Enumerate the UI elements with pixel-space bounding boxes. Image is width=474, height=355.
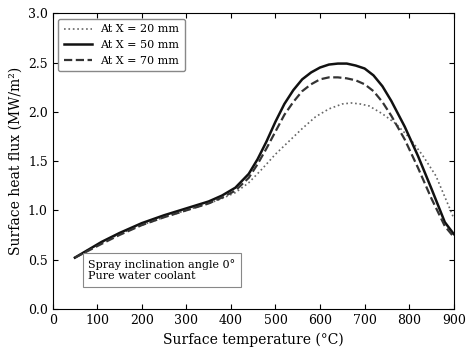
At X = 50 mm [85,248,91,252]
At X = 20 mm [219,196,225,201]
At X = 50 mm [380,84,385,88]
At X = 50 mm [219,193,225,198]
At X = 70 mm [308,82,314,86]
At X = 20 mm [339,102,345,106]
At X = 50 mm [183,206,189,211]
At X = 70 mm [402,137,408,142]
At X = 20 mm [300,126,305,131]
At X = 70 mm [442,224,447,228]
At X = 50 mm [206,200,211,204]
At X = 50 mm [326,62,332,67]
At X = 70 mm [255,162,261,166]
At X = 70 mm [264,146,269,151]
At X = 70 mm [85,248,91,253]
At X = 70 mm [451,235,456,239]
At X = 70 mm [183,208,189,213]
At X = 20 mm [161,215,167,219]
At X = 70 mm [139,223,145,227]
At X = 50 mm [335,61,341,66]
At X = 50 mm [264,139,269,143]
At X = 50 mm [402,125,408,129]
At X = 50 mm [282,102,287,106]
At X = 20 mm [117,232,122,236]
At X = 50 mm [353,64,358,68]
At X = 20 mm [406,135,412,140]
At X = 20 mm [139,223,145,227]
Line: At X = 70 mm: At X = 70 mm [75,77,454,258]
At X = 20 mm [419,153,425,157]
At X = 70 mm [326,75,332,80]
Text: Spray inclination angle 0°
Pure water coolant: Spray inclination angle 0° Pure water co… [88,259,236,281]
Y-axis label: Surface heat flux (MW/m²): Surface heat flux (MW/m²) [9,67,22,255]
At X = 20 mm [259,167,265,171]
At X = 50 mm [291,88,296,92]
At X = 20 mm [206,201,211,206]
Line: At X = 20 mm: At X = 20 mm [75,103,454,258]
At X = 20 mm [246,181,252,185]
At X = 20 mm [72,256,78,260]
At X = 50 mm [233,186,238,190]
At X = 50 mm [161,213,167,217]
At X = 50 mm [117,231,122,235]
At X = 50 mm [300,77,305,81]
At X = 20 mm [99,241,104,245]
At X = 70 mm [161,215,167,219]
At X = 70 mm [72,256,78,260]
At X = 20 mm [233,191,238,195]
At X = 70 mm [117,233,122,237]
At X = 70 mm [300,89,305,93]
At X = 70 mm [206,201,211,206]
At X = 70 mm [415,166,421,170]
At X = 20 mm [183,208,189,213]
At X = 50 mm [344,61,350,66]
At X = 70 mm [428,196,434,201]
At X = 50 mm [139,221,145,225]
At X = 50 mm [99,240,104,244]
At X = 20 mm [366,104,372,108]
At X = 20 mm [85,248,91,252]
At X = 50 mm [308,70,314,75]
At X = 50 mm [442,220,447,224]
At X = 70 mm [353,78,358,82]
At X = 70 mm [317,77,323,81]
At X = 20 mm [273,152,278,156]
At X = 70 mm [219,195,225,200]
At X = 20 mm [433,174,439,178]
At X = 70 mm [273,130,278,134]
At X = 50 mm [451,232,456,236]
At X = 50 mm [362,66,367,71]
At X = 50 mm [255,157,261,161]
At X = 50 mm [317,65,323,70]
At X = 20 mm [357,102,363,106]
At X = 20 mm [393,121,399,126]
Legend: At X = 20 mm, At X = 50 mm, At X = 70 mm: At X = 20 mm, At X = 50 mm, At X = 70 mm [58,19,185,71]
At X = 70 mm [233,189,238,193]
At X = 20 mm [451,216,456,220]
At X = 50 mm [428,186,434,191]
At X = 50 mm [389,99,394,103]
At X = 20 mm [326,107,332,111]
At X = 70 mm [344,76,350,81]
At X = 70 mm [335,75,341,80]
At X = 20 mm [286,139,292,143]
At X = 70 mm [291,100,296,104]
At X = 20 mm [348,101,354,105]
X-axis label: Surface temperature (°C): Surface temperature (°C) [163,332,344,347]
At X = 70 mm [99,242,104,246]
At X = 70 mm [246,176,252,180]
Line: At X = 50 mm: At X = 50 mm [75,64,454,258]
At X = 70 mm [282,113,287,117]
At X = 20 mm [447,205,452,209]
At X = 50 mm [246,172,252,176]
At X = 70 mm [362,82,367,86]
At X = 50 mm [371,73,376,77]
At X = 50 mm [273,120,278,124]
At X = 70 mm [371,89,376,93]
At X = 20 mm [313,115,319,119]
At X = 70 mm [389,114,394,118]
At X = 70 mm [380,100,385,104]
At X = 20 mm [380,112,385,116]
At X = 50 mm [415,154,421,158]
At X = 50 mm [72,256,78,260]
